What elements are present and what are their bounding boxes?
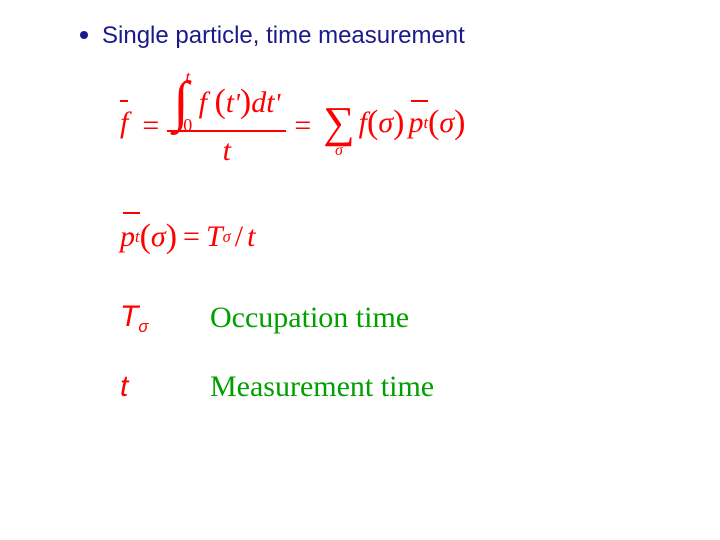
integrand-f: f xyxy=(199,86,207,119)
equals-3: = xyxy=(177,220,206,254)
lhs-fbar: f xyxy=(120,108,134,138)
rhs-f: f xyxy=(359,108,367,138)
rhs-p: p xyxy=(408,106,423,139)
sum-terms: f (σ) pt (σ) xyxy=(359,106,466,140)
integral-sign: ∫ t 0 xyxy=(173,80,188,125)
paren-open-3: ( xyxy=(428,106,439,140)
integrand: f (t')dt' xyxy=(191,85,281,119)
integral-upper-limit: t xyxy=(185,70,190,84)
paren-open-1: ( xyxy=(214,83,225,120)
eq2-pbar: p xyxy=(120,220,135,254)
paren-close-1: ) xyxy=(240,83,251,120)
equals-1: = xyxy=(134,111,167,141)
integral-lower-limit: 0 xyxy=(183,118,192,132)
bullet-line: Single particle, time measurement xyxy=(80,22,465,50)
eq2-p: p xyxy=(120,220,135,253)
rhs-p-arg: σ xyxy=(439,108,454,138)
rhs-f-arg: σ xyxy=(378,108,393,138)
eq2-T-sub: σ xyxy=(223,227,231,247)
equation-time-average: f = ∫ t 0 f (t')dt' xyxy=(120,78,466,168)
def1-T: T xyxy=(120,300,138,333)
def-symbol-T-sigma: Tσ xyxy=(120,300,210,337)
summation: ∑ σ xyxy=(323,101,354,145)
definition-occupation-time: Tσ Occupation time xyxy=(120,300,409,337)
eq2-t: t xyxy=(247,220,255,254)
definition-measurement-time: t Measurement time xyxy=(120,370,434,404)
eq2-arg: σ xyxy=(151,220,166,254)
integrand-t: t xyxy=(226,86,234,119)
eq2-slash: / xyxy=(231,220,247,254)
paren-open-2: ( xyxy=(367,106,378,140)
fraction-denominator: t xyxy=(217,134,237,168)
rhs-pbar: p xyxy=(408,108,423,138)
def1-T-sub: σ xyxy=(138,318,148,336)
eq2-T: T xyxy=(206,220,223,254)
def-symbol-t: t xyxy=(120,370,210,404)
denominator-t: t xyxy=(223,134,231,167)
def2-t: t xyxy=(120,370,128,403)
lhs-f: f xyxy=(120,106,128,139)
sum-index: σ xyxy=(323,143,354,159)
sigma-icon: ∑ xyxy=(323,98,354,147)
bullet-text: Single particle, time measurement xyxy=(102,22,465,49)
fraction-integral-over-t: ∫ t 0 f (t')dt' t xyxy=(167,78,286,168)
paren-open-4: ( xyxy=(140,218,151,256)
bullet-dot xyxy=(80,31,88,39)
equation-p-definition: pt (σ) = Tσ / t xyxy=(120,218,255,256)
integrand-dt-prime: ' xyxy=(275,88,281,118)
integrand-dt: dt xyxy=(251,86,274,119)
equals-2: = xyxy=(286,111,319,141)
paren-close-4: ) xyxy=(166,218,177,256)
paren-close-3: ) xyxy=(454,106,465,140)
def-label-occupation: Occupation time xyxy=(210,301,409,335)
integral-numerator: ∫ t 0 f (t')dt' xyxy=(167,78,286,128)
paren-close-2: ) xyxy=(393,106,404,140)
def-label-measurement: Measurement time xyxy=(210,370,434,404)
slide: Single particle, time measurement f = ∫ … xyxy=(0,0,720,540)
